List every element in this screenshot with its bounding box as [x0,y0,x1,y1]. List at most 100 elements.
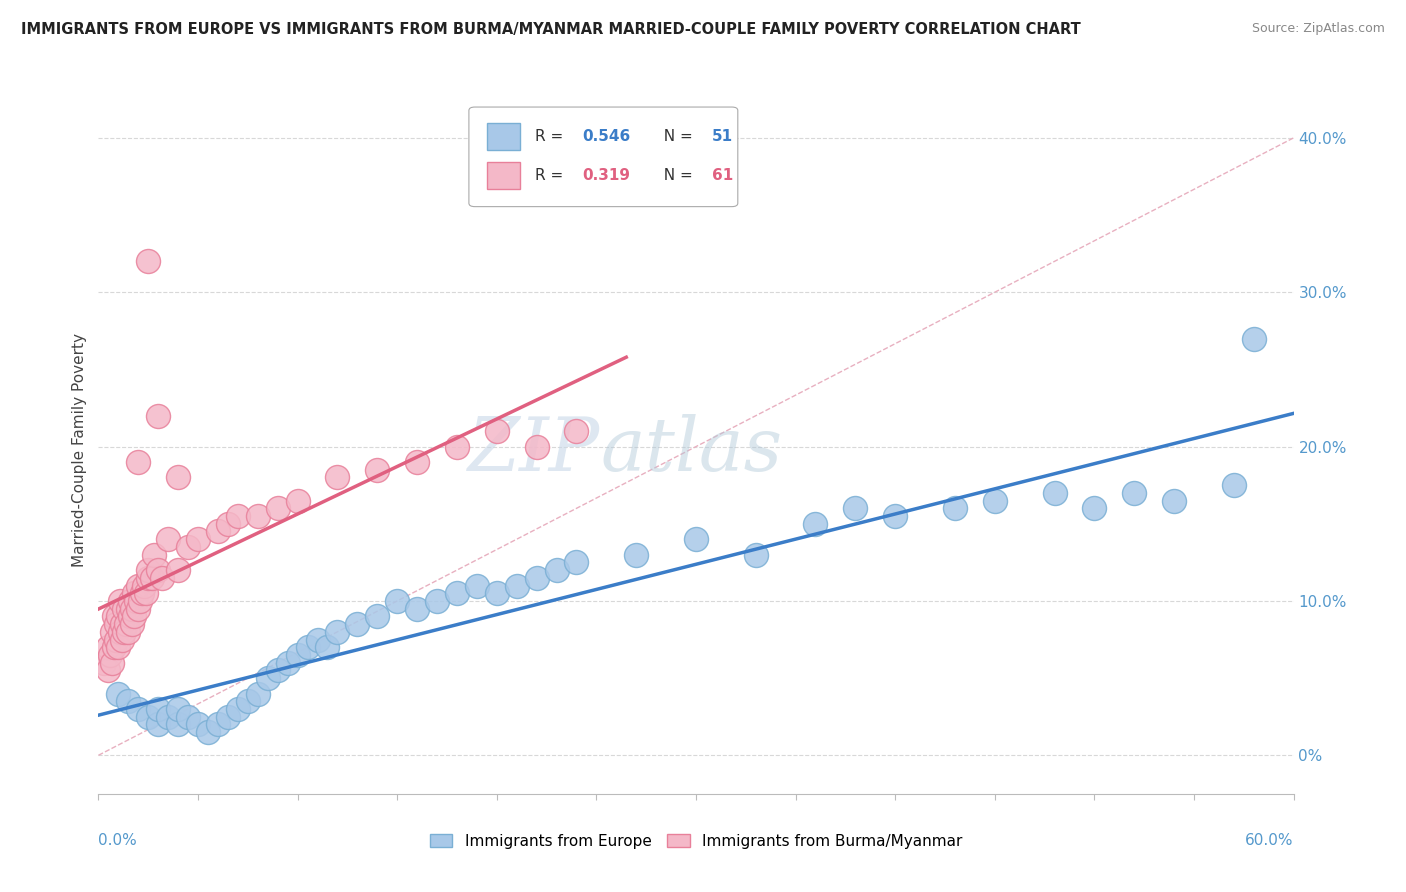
Point [107,640,129,655]
Point [167,470,190,484]
Point [207,717,229,731]
Point [526,571,548,585]
Point [446,440,468,454]
Text: 51: 51 [711,129,733,145]
Point [111,617,134,632]
Point [984,493,1007,508]
Point [101,624,124,639]
Text: 0.546: 0.546 [582,129,631,145]
Point [117,624,139,639]
Point [97,640,120,655]
Point [101,656,124,670]
Point [207,524,229,539]
Bar [486,123,520,151]
Text: 0.0%: 0.0% [98,833,138,847]
Point [110,594,132,608]
Point [136,571,159,585]
Point [187,717,209,731]
Point [157,709,180,723]
Point [98,648,122,662]
Point [129,594,152,608]
Point [485,424,508,438]
Point [406,455,429,469]
Point [465,578,488,592]
Point [256,671,278,685]
Point [565,424,588,438]
Point [112,624,135,639]
Legend: Immigrants from Europe, Immigrants from Burma/Myanmar: Immigrants from Europe, Immigrants from … [423,828,969,855]
Point [112,601,135,615]
Point [127,578,149,592]
Point [121,617,143,632]
Point [236,694,259,708]
Point [127,702,149,716]
Point [1043,486,1066,500]
Point [148,409,170,423]
Point [1083,501,1105,516]
Text: N =: N = [654,129,697,145]
Point [366,463,388,477]
Point [267,501,290,516]
Point [120,609,142,624]
Point [626,548,648,562]
Point [110,624,132,639]
Point [1223,478,1246,492]
Text: 60.0%: 60.0% [1246,833,1294,847]
Point [124,609,146,624]
Text: Source: ZipAtlas.com: Source: ZipAtlas.com [1251,22,1385,36]
Point [307,632,329,647]
Point [197,725,219,739]
Point [93,656,115,670]
Point [107,609,129,624]
Point [526,440,548,454]
FancyBboxPatch shape [470,107,738,207]
Point [117,694,139,708]
Point [135,586,157,600]
Point [246,509,269,524]
Point [426,594,449,608]
Point [267,664,290,678]
Point [127,601,149,615]
Point [287,493,309,508]
Point [103,609,125,624]
Point [446,586,468,600]
Point [217,516,239,531]
Point [1163,493,1185,508]
Point [246,687,269,701]
Text: 0.319: 0.319 [582,169,630,183]
Point [277,656,299,670]
Point [546,563,568,577]
Point [745,548,768,562]
Text: R =: R = [534,169,568,183]
Point [103,640,125,655]
Point [134,578,156,592]
Point [326,624,349,639]
Point [177,540,200,554]
Point [1243,332,1265,346]
Point [136,254,159,268]
Point [226,509,249,524]
Point [143,548,166,562]
Point [326,470,349,484]
Point [346,617,368,632]
Point [406,601,429,615]
Point [685,532,707,546]
Point [287,648,309,662]
Point [506,578,529,592]
Text: atlas: atlas [600,414,783,487]
Point [226,702,249,716]
Point [316,640,339,655]
Text: 61: 61 [711,169,733,183]
Point [111,632,134,647]
Point [1123,486,1146,500]
Y-axis label: Married-Couple Family Poverty: Married-Couple Family Poverty [72,334,87,567]
Point [167,702,190,716]
Point [150,571,173,585]
Text: IMMIGRANTS FROM EUROPE VS IMMIGRANTS FROM BURMA/MYANMAR MARRIED-COUPLE FAMILY PO: IMMIGRANTS FROM EUROPE VS IMMIGRANTS FRO… [21,22,1081,37]
Point [124,586,146,600]
Point [120,594,142,608]
Point [115,617,138,632]
Point [121,601,143,615]
Point [148,717,170,731]
Point [177,709,200,723]
